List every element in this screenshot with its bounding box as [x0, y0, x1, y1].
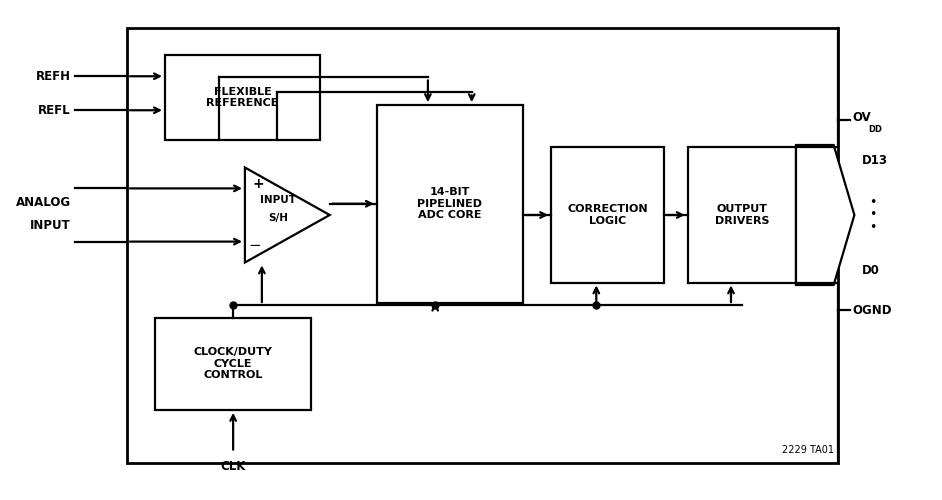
Bar [688, 148, 796, 282]
Polygon shape [245, 168, 330, 262]
Text: OUTPUT
DRIVERS: OUTPUT DRIVERS [715, 204, 769, 226]
Text: FLEXIBLE
REFERENCE: FLEXIBLE REFERENCE [206, 86, 279, 108]
Text: OGND: OGND [853, 304, 892, 316]
Text: •: • [869, 208, 877, 222]
Text: ANALOG: ANALOG [15, 196, 71, 209]
Bar [165, 55, 320, 140]
Text: REFH: REFH [36, 70, 71, 83]
Text: CORRECTION
LOGIC: CORRECTION LOGIC [567, 204, 648, 226]
Text: CLOCK/DUTY
CYCLE
CONTROL: CLOCK/DUTY CYCLE CONTROL [194, 347, 272, 380]
Text: OV: OV [853, 111, 871, 124]
Text: INPUT: INPUT [260, 195, 296, 205]
Text: •: • [869, 221, 877, 234]
Text: −: − [248, 238, 261, 254]
Bar [127, 28, 838, 462]
Text: 14-BIT
PIPELINED
ADC CORE: 14-BIT PIPELINED ADC CORE [417, 187, 482, 220]
Text: REFL: REFL [38, 104, 71, 117]
Text: •: • [869, 196, 877, 209]
Text: +: + [252, 177, 264, 191]
Text: D0: D0 [862, 264, 880, 276]
Text: 2229 TA01: 2229 TA01 [782, 445, 834, 455]
Polygon shape [796, 145, 854, 285]
Text: CLK: CLK [220, 460, 246, 473]
Bar [155, 318, 311, 410]
Text: S/H: S/H [268, 212, 288, 222]
Text: DD: DD [869, 126, 883, 134]
Bar [551, 148, 664, 282]
Text: INPUT: INPUT [30, 218, 71, 232]
Bar [377, 105, 523, 302]
Text: D13: D13 [862, 154, 888, 166]
